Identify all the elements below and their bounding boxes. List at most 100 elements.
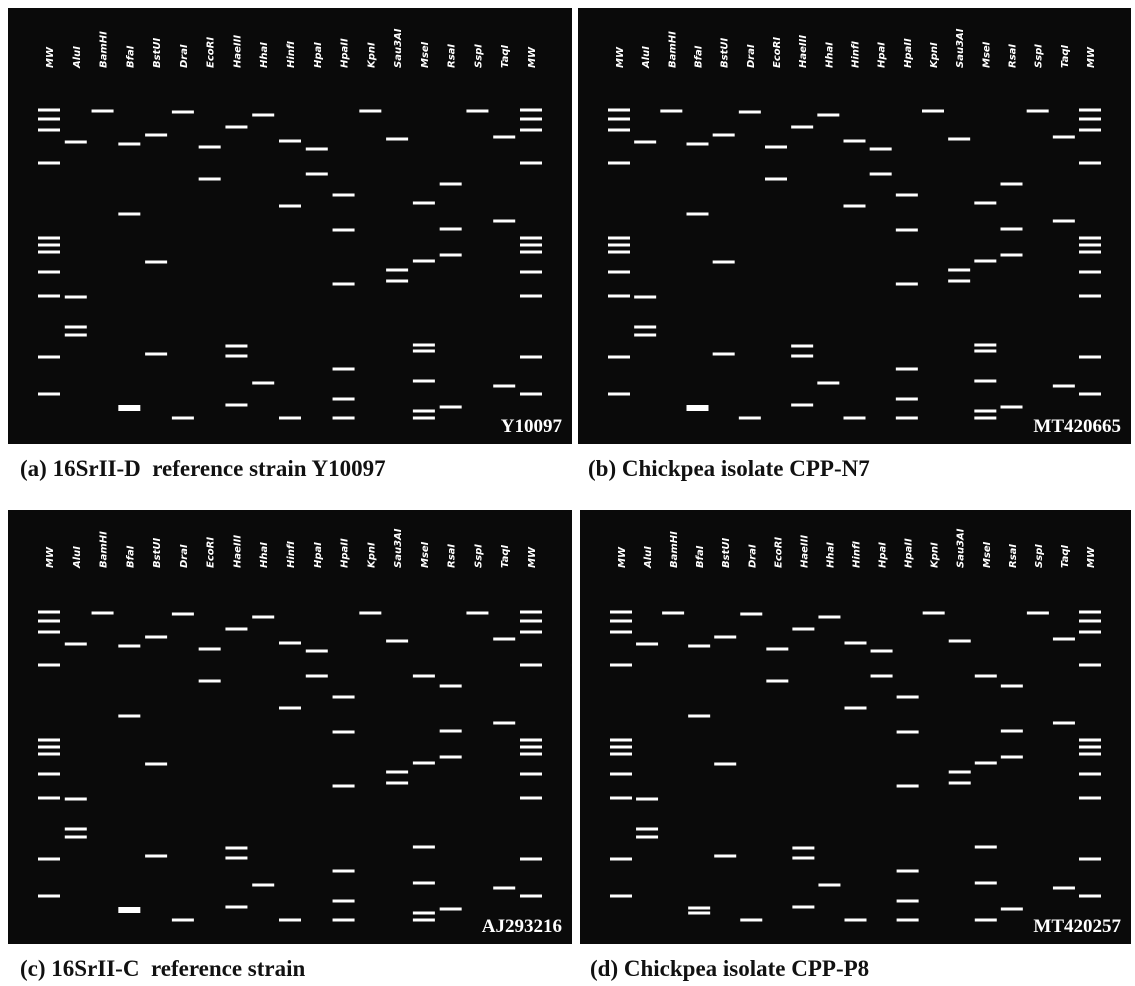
band	[1079, 753, 1101, 756]
lane-label: KpnI	[929, 42, 940, 68]
band	[1079, 746, 1101, 749]
band	[610, 858, 632, 861]
band	[520, 753, 542, 756]
band	[279, 140, 301, 143]
band	[199, 648, 221, 651]
band	[871, 675, 893, 678]
band	[65, 643, 87, 646]
band	[520, 109, 542, 112]
band	[225, 857, 247, 860]
band	[765, 146, 787, 149]
lane-label: HhaI	[825, 542, 836, 568]
lane-label: BfaI	[695, 545, 706, 568]
band	[608, 356, 630, 359]
band	[634, 296, 656, 299]
band	[739, 111, 761, 114]
band	[1079, 244, 1101, 247]
band	[413, 919, 435, 922]
lane-label: MW	[527, 46, 538, 68]
band	[845, 707, 867, 710]
band	[1001, 756, 1023, 759]
band	[896, 417, 918, 420]
lane-label: HpaII	[340, 38, 351, 68]
band	[386, 771, 408, 774]
band	[38, 611, 60, 614]
lane-label: MseI	[981, 41, 992, 68]
band	[333, 398, 355, 401]
lane-label: HaeIII	[799, 535, 810, 568]
band	[896, 283, 918, 286]
band	[792, 628, 814, 631]
band	[897, 900, 919, 903]
band	[359, 612, 381, 615]
band	[974, 260, 996, 263]
band	[65, 798, 87, 801]
lane-label: TaqI	[1060, 44, 1071, 68]
band	[252, 884, 274, 887]
band	[1079, 797, 1101, 800]
band	[440, 406, 462, 409]
band	[1079, 631, 1101, 634]
lane-label: AluI	[72, 546, 83, 569]
band	[608, 251, 630, 254]
band	[225, 847, 247, 850]
band	[1001, 183, 1023, 186]
band	[634, 334, 656, 337]
band	[306, 173, 328, 176]
band	[1001, 730, 1023, 733]
band	[440, 730, 462, 733]
band	[38, 356, 60, 359]
band	[1079, 271, 1101, 274]
band	[520, 393, 542, 396]
lane-label: AluI	[641, 46, 652, 69]
band	[1079, 251, 1101, 254]
lane-label: BfaI	[125, 45, 136, 68]
band	[225, 906, 247, 909]
lane-label: RsaI	[447, 544, 458, 568]
band	[896, 229, 918, 232]
band	[38, 664, 60, 667]
band	[714, 636, 736, 639]
band	[610, 631, 632, 634]
lane-label: SspI	[473, 544, 484, 568]
band	[333, 900, 355, 903]
band	[493, 887, 515, 890]
band	[1027, 612, 1049, 615]
band	[1053, 220, 1075, 223]
band	[145, 636, 167, 639]
lane-label: DraI	[179, 44, 190, 68]
band	[844, 417, 866, 420]
band	[333, 368, 355, 371]
band	[520, 631, 542, 634]
band	[897, 696, 919, 699]
band	[65, 296, 87, 299]
band	[608, 118, 630, 121]
lane-label: BstUI	[152, 538, 163, 568]
band	[896, 398, 918, 401]
caption: (c) 16SrII-C reference strain	[20, 956, 305, 982]
band	[1079, 109, 1101, 112]
band	[520, 773, 542, 776]
band	[386, 782, 408, 785]
band	[1053, 136, 1075, 139]
band	[1053, 638, 1075, 641]
band	[897, 919, 919, 922]
lane-label: SspI	[1034, 544, 1045, 568]
lane-label: BstUI	[721, 538, 732, 568]
band	[466, 110, 488, 113]
lane-label: HhaI	[259, 542, 270, 568]
band	[1053, 887, 1075, 890]
lane-label: KpnI	[930, 542, 941, 568]
band	[493, 136, 515, 139]
band	[610, 773, 632, 776]
band	[520, 118, 542, 121]
band	[333, 283, 355, 286]
band	[817, 382, 839, 385]
band	[38, 251, 60, 254]
band	[687, 405, 709, 411]
